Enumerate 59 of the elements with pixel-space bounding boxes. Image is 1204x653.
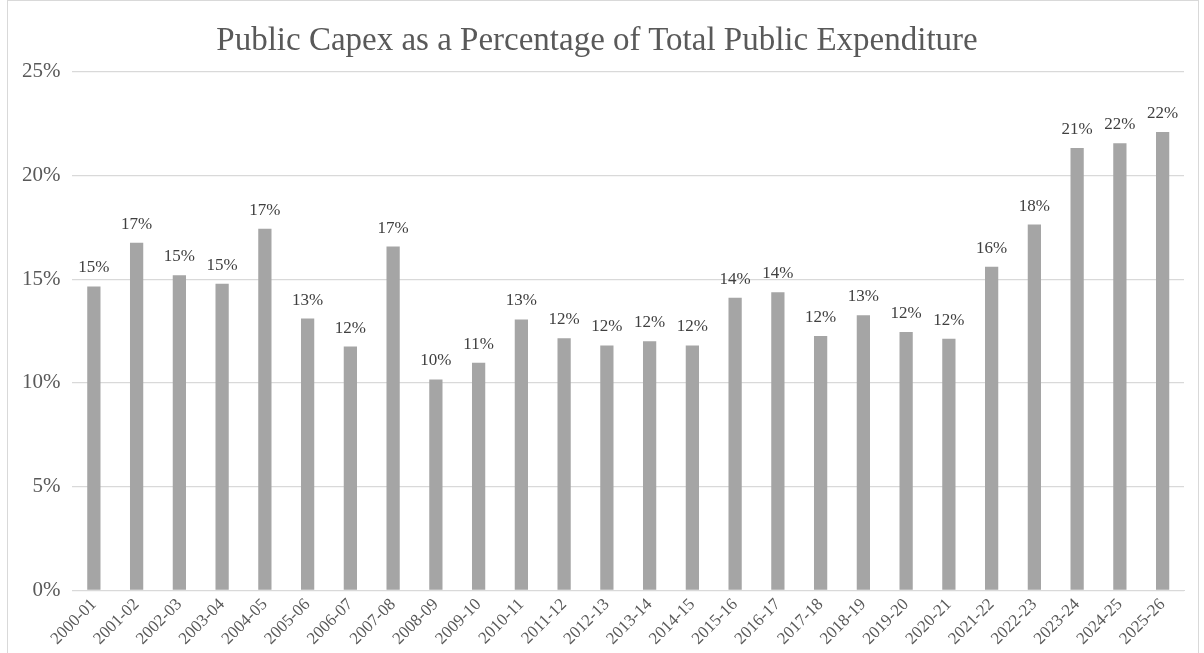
- data-label: 17%: [121, 213, 153, 233]
- data-label: 22%: [1147, 102, 1179, 122]
- data-label: 21%: [1061, 118, 1093, 138]
- data-label: 12%: [548, 309, 580, 329]
- data-label: 18%: [1018, 195, 1050, 215]
- data-label: 12%: [805, 307, 837, 327]
- data-label: 10%: [420, 350, 452, 370]
- bar: [814, 336, 828, 590]
- bar: [1027, 224, 1041, 590]
- bar: [600, 345, 614, 590]
- bar: [87, 286, 101, 590]
- data-label: 13%: [292, 289, 324, 309]
- data-label: 14%: [762, 263, 794, 283]
- chart-title: Public Capex as a Percentage of Total Public Expenditure: [216, 21, 978, 58]
- data-label: 13%: [505, 290, 537, 310]
- bar: [172, 275, 186, 590]
- y-tick-label: 10%: [21, 369, 61, 394]
- data-label: 11%: [463, 333, 494, 353]
- bar: [129, 242, 144, 590]
- bar: [942, 338, 956, 590]
- bar: [514, 319, 528, 590]
- bar: [300, 318, 315, 590]
- data-label: 16%: [976, 237, 1008, 257]
- bar: [429, 379, 443, 590]
- bar: [557, 338, 571, 590]
- data-label: 12%: [933, 309, 965, 329]
- data-label: 12%: [890, 302, 922, 322]
- data-label: 17%: [249, 199, 281, 219]
- y-tick-label: 20%: [21, 161, 61, 186]
- bar: [471, 362, 486, 590]
- data-label: 15%: [206, 254, 238, 274]
- bar: [728, 297, 742, 590]
- data-label: 12%: [591, 316, 623, 336]
- bar: [685, 345, 699, 590]
- data-label: 17%: [377, 217, 409, 237]
- data-label: 12%: [676, 316, 708, 336]
- bar: [771, 292, 785, 590]
- bar: [1070, 147, 1084, 590]
- data-label: 13%: [847, 286, 879, 306]
- y-tick-label: 15%: [21, 265, 61, 290]
- data-label: 15%: [163, 246, 195, 266]
- bar: [343, 346, 357, 590]
- bar: [985, 266, 999, 590]
- data-label: 12%: [334, 317, 366, 337]
- bar: [215, 283, 229, 590]
- bar: [258, 228, 272, 590]
- bar: [386, 246, 400, 590]
- bar: [899, 331, 913, 590]
- y-tick-label: 5%: [32, 473, 61, 498]
- bar: [1156, 132, 1170, 590]
- bar: [1113, 143, 1127, 590]
- bar: [856, 315, 870, 590]
- bar: [643, 341, 657, 590]
- data-label: 12%: [634, 312, 666, 332]
- y-tick-label: 0%: [32, 577, 61, 602]
- data-label: 14%: [719, 268, 751, 288]
- data-label: 15%: [78, 257, 110, 277]
- data-label: 22%: [1104, 114, 1136, 134]
- y-tick-label: 25%: [21, 58, 61, 83]
